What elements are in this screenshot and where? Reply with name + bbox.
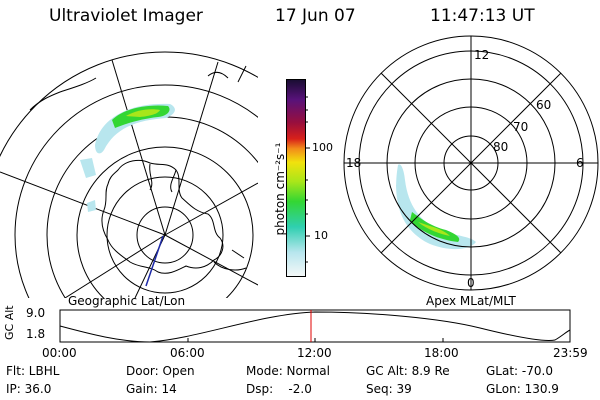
left-map-caption: Geographic Lat/Lon xyxy=(68,294,186,308)
colorbar xyxy=(286,79,306,277)
orbit-ylabel: GC Alt xyxy=(3,305,16,340)
meridian-line xyxy=(164,61,219,236)
door-value: Door: Open xyxy=(126,364,195,378)
meridian-line xyxy=(164,234,258,286)
coastline xyxy=(29,65,247,274)
filter-value: Flt: LBHL xyxy=(6,364,60,378)
orbit-y-tick-low: 1.8 xyxy=(26,327,46,341)
colorbar-tick-10: 10 xyxy=(314,229,328,242)
header-date: 17 Jun 07 xyxy=(275,6,356,26)
meridian-line xyxy=(111,59,166,236)
gc-alt-value: GC Alt: 8.9 Re xyxy=(366,364,450,378)
orbit-track xyxy=(145,235,164,287)
header-time: 11:47:13 UT xyxy=(430,6,535,26)
glon-value: GLon: 130.9 xyxy=(486,382,559,396)
mlt-label-6: 6 xyxy=(576,156,584,170)
mlat-label-80: 80 xyxy=(493,140,509,154)
orbit-x-tick-0600: 06:00 xyxy=(170,346,205,360)
mlat-label-70: 70 xyxy=(513,120,529,134)
mlt-label-18: 18 xyxy=(346,156,362,170)
aurora-oval xyxy=(396,164,476,250)
lat-circle xyxy=(76,146,254,298)
orbit-x-tick-1800: 18:00 xyxy=(424,346,459,360)
orbit-x-tick-0000: 00:00 xyxy=(42,346,77,360)
mlat-label-60: 60 xyxy=(536,98,552,112)
meridian-line xyxy=(64,234,166,298)
lat-circle xyxy=(106,176,224,294)
colorbar-tick-100: 100 xyxy=(312,141,333,154)
altitude-curve xyxy=(59,311,571,343)
ip-value: IP: 36.0 xyxy=(6,382,52,396)
mlt-label-12: 12 xyxy=(474,48,490,62)
orbit-y-tick-high: 9.0 xyxy=(26,306,46,320)
right-map-caption: Apex MLat/MLT xyxy=(426,294,516,308)
mode-value: Mode: Normal xyxy=(246,364,330,378)
glat-value: GLat: -70.0 xyxy=(486,364,553,378)
dsp-value: Dsp: -2.0 xyxy=(246,382,312,396)
mlt-label-0: 0 xyxy=(467,276,475,290)
app-title: Ultraviolet Imager xyxy=(49,6,203,26)
mlt-line xyxy=(380,72,562,254)
orbit-x-tick-2359: 23:59 xyxy=(553,346,588,360)
gain-value: Gain: 14 xyxy=(126,382,177,396)
lat-circle xyxy=(14,84,258,298)
lat-circle xyxy=(136,206,194,264)
meridian-line xyxy=(0,171,166,236)
lat-circle xyxy=(0,51,258,158)
aurora-oval xyxy=(80,103,175,212)
orbit-x-tick-1200: 12:00 xyxy=(297,346,332,360)
seq-value: Seq: 39 xyxy=(366,382,412,396)
meridian-line xyxy=(164,182,258,236)
